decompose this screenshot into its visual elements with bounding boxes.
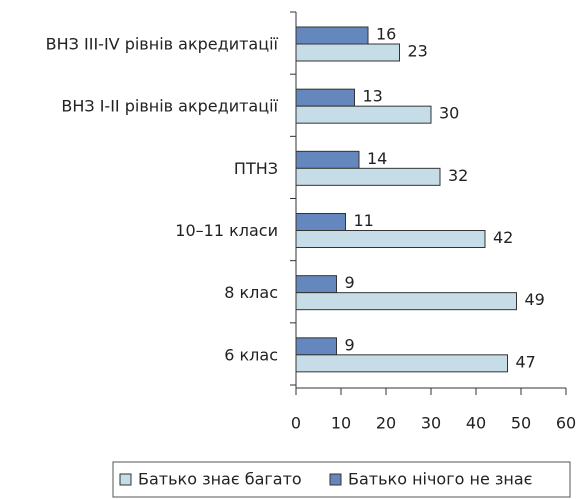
bar [295, 105, 432, 124]
y-tick-label: 6 клас [224, 345, 278, 364]
y-tick-label: 8 клас [224, 283, 278, 302]
legend-swatch [329, 473, 342, 486]
x-tick-label: 60 [556, 414, 576, 433]
bar [295, 26, 369, 45]
value-label: 11 [354, 211, 374, 230]
y-tick-label: ВНЗ I-II рівнів акредитації [61, 97, 278, 116]
x-tick-label: 40 [466, 414, 486, 433]
bar [295, 150, 360, 169]
bar [295, 275, 337, 294]
bar [295, 88, 355, 107]
x-tick-label: 10 [331, 414, 351, 433]
value-label: 49 [525, 290, 545, 309]
y-tick-label: ВНЗ III-IV рівнів акредитації [46, 35, 279, 54]
legend-label: Батько знає багато [138, 470, 302, 489]
y-tick-label: 10–11 класи [175, 221, 278, 240]
value-label: 23 [408, 42, 428, 61]
value-label: 16 [376, 25, 396, 44]
value-label: 9 [345, 273, 355, 292]
bar [295, 167, 441, 186]
value-label: 9 [345, 335, 355, 354]
bar [295, 354, 508, 373]
value-label: 32 [448, 166, 468, 185]
value-label: 42 [493, 228, 513, 247]
legend-swatch [119, 473, 132, 486]
bar [295, 292, 517, 311]
value-label: 47 [516, 352, 536, 371]
x-tick-label: 50 [511, 414, 531, 433]
bar [295, 230, 486, 248]
legend-frame [112, 461, 571, 498]
bar [295, 337, 337, 356]
x-tick-label: 20 [376, 414, 396, 433]
y-tick-label: ПТНЗ [234, 159, 278, 178]
value-label: 13 [363, 87, 383, 106]
legend-label: Батько нічого не знає [348, 470, 532, 489]
value-label: 30 [439, 104, 459, 123]
x-tick-label: 30 [421, 414, 441, 433]
bar [295, 213, 346, 231]
x-tick-label: 0 [291, 414, 301, 433]
bar [295, 43, 400, 62]
value-label: 14 [367, 149, 387, 168]
